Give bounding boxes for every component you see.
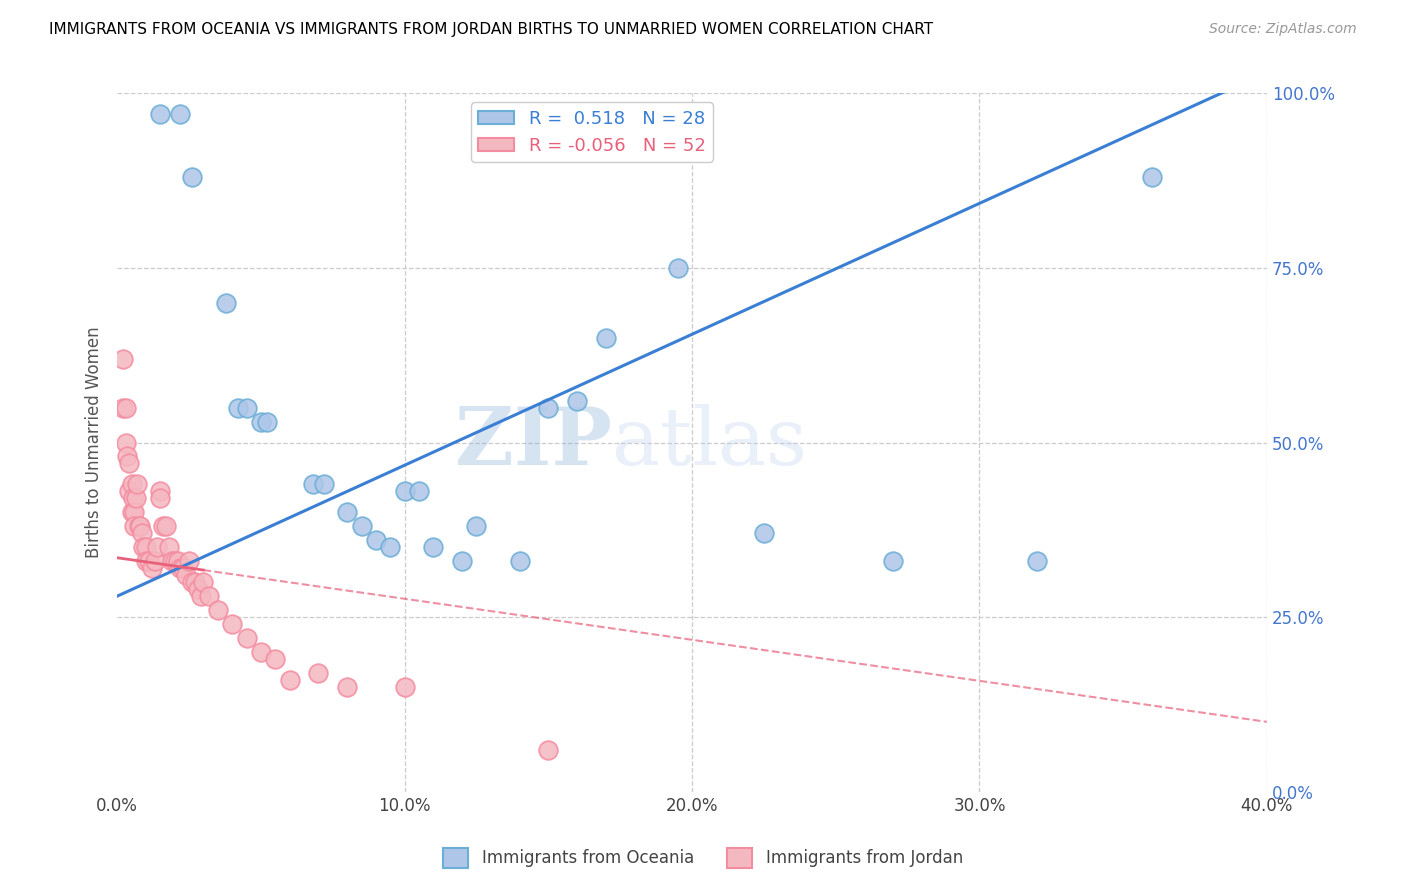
Point	[160, 554, 183, 568]
Point	[117, 450, 139, 464]
Point	[124, 519, 146, 533]
Point	[124, 505, 146, 519]
Point	[169, 561, 191, 575]
Point	[226, 401, 249, 415]
Point	[256, 415, 278, 429]
Point	[465, 519, 488, 533]
Point	[125, 491, 148, 506]
Point	[301, 477, 323, 491]
Point	[114, 401, 136, 415]
Point	[336, 505, 359, 519]
Point	[111, 351, 134, 366]
Y-axis label: Births to Unmarried Women: Births to Unmarried Women	[86, 326, 103, 558]
Point	[141, 561, 163, 575]
Point	[135, 554, 157, 568]
Point	[666, 260, 689, 275]
Point	[221, 617, 243, 632]
Point	[595, 331, 617, 345]
Text: atlas: atlas	[612, 403, 807, 482]
Point	[198, 589, 221, 603]
Point	[174, 568, 197, 582]
Point	[132, 541, 155, 555]
Point	[121, 505, 143, 519]
Point	[350, 519, 373, 533]
Point	[143, 554, 166, 568]
Point	[131, 526, 153, 541]
Point	[114, 435, 136, 450]
Point	[394, 484, 416, 499]
Point	[172, 561, 194, 575]
Point	[135, 541, 157, 555]
Point	[155, 519, 177, 533]
Text: ZIP: ZIP	[454, 403, 612, 482]
Point	[118, 457, 141, 471]
Point	[128, 519, 150, 533]
Point	[408, 484, 430, 499]
Point	[565, 393, 588, 408]
Point	[394, 680, 416, 694]
Point	[184, 575, 207, 590]
Point	[129, 519, 152, 533]
Point	[250, 645, 273, 659]
Point	[1140, 170, 1163, 185]
Point	[451, 554, 474, 568]
Point	[111, 401, 134, 415]
Point	[752, 526, 775, 541]
Point	[190, 589, 212, 603]
Point	[235, 401, 257, 415]
Point	[364, 533, 387, 548]
Point	[163, 554, 186, 568]
Point	[537, 401, 560, 415]
Point	[1026, 554, 1049, 568]
Point	[181, 575, 204, 590]
Point	[146, 541, 169, 555]
Point	[509, 554, 531, 568]
Point	[187, 582, 209, 597]
Point	[537, 743, 560, 757]
Point	[152, 519, 174, 533]
Text: IMMIGRANTS FROM OCEANIA VS IMMIGRANTS FROM JORDAN BIRTHS TO UNMARRIED WOMEN CORR: IMMIGRANTS FROM OCEANIA VS IMMIGRANTS FR…	[49, 22, 934, 37]
Point	[149, 491, 172, 506]
Point	[235, 631, 257, 645]
Point	[422, 541, 444, 555]
Point	[181, 170, 204, 185]
Point	[149, 484, 172, 499]
Point	[264, 652, 287, 666]
Point	[336, 680, 359, 694]
Point	[314, 477, 336, 491]
Legend: Immigrants from Oceania, Immigrants from Jordan: Immigrants from Oceania, Immigrants from…	[437, 841, 969, 875]
Point	[149, 107, 172, 121]
Point	[138, 554, 160, 568]
Text: Source: ZipAtlas.com: Source: ZipAtlas.com	[1209, 22, 1357, 37]
Point	[169, 107, 191, 121]
Point	[166, 554, 188, 568]
Point	[122, 491, 145, 506]
Point	[157, 541, 180, 555]
Point	[882, 554, 904, 568]
Point	[177, 554, 200, 568]
Point	[250, 415, 273, 429]
Point	[118, 484, 141, 499]
Point	[215, 296, 238, 310]
Point	[193, 575, 215, 590]
Point	[278, 673, 301, 687]
Point	[380, 541, 402, 555]
Point	[127, 477, 149, 491]
Legend: R =  0.518   N = 28, R = -0.056   N = 52: R = 0.518 N = 28, R = -0.056 N = 52	[471, 103, 713, 161]
Point	[207, 603, 229, 617]
Point	[121, 477, 143, 491]
Point	[307, 665, 329, 680]
